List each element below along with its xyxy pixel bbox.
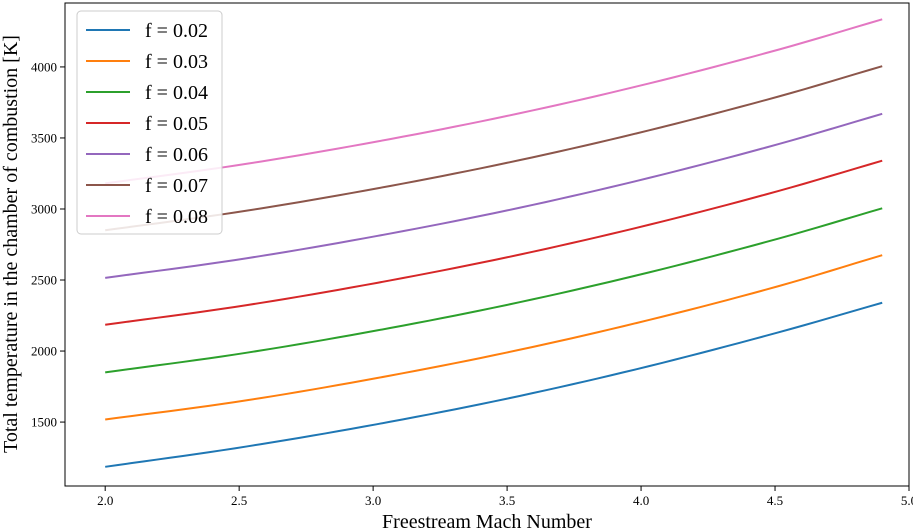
series-line-6 [105,65,883,232]
plot-frame [64,2,910,487]
y-tick-label: 1500 [31,415,57,430]
series-line-7 [105,18,883,185]
x-tick-label: 4.0 [633,493,649,508]
y-tick-label: 4000 [31,59,57,74]
x-axis-title: Freestream Mach Number [382,511,592,532]
y-axis-title: Total temperature in the chamber of comb… [0,35,22,453]
x-tick-label: 5.0 [901,493,913,508]
x-tick-label: 3.0 [365,493,381,508]
y-tick-label: 2500 [31,273,57,288]
x-tick-label: 2.5 [231,493,247,508]
x-tick-label: 2.0 [97,493,113,508]
y-axis: 1500 2000 2500 3000 3500 4000 [31,59,65,430]
legend-label: f = 0.06 [145,144,208,166]
x-axis: 2.0 2.5 3.0 3.5 4.0 4.5 5.0 [97,486,913,508]
legend-box [76,10,223,235]
legend-label: f = 0.07 [145,175,208,197]
legend-label: f = 0.04 [145,82,208,104]
series-line-2 [105,254,883,421]
y-tick-label: 2000 [31,344,57,359]
legend-label: f = 0.08 [145,206,208,228]
legend-label: f = 0.05 [145,113,208,135]
series-line-5 [105,112,883,279]
legend: f = 0.02 f = 0.03 f = 0.04 f = 0.05 f = 0.06… [76,10,223,235]
y-tick-label: 3500 [31,130,57,145]
x-tick-label: 4.5 [767,493,783,508]
legend-label: f = 0.02 [145,20,208,42]
x-tick-label: 3.5 [499,493,515,508]
series-line-1 [105,301,883,468]
series-lines [105,18,883,468]
series-line-4 [105,159,883,326]
legend-label: f = 0.03 [145,51,208,73]
y-tick-label: 3000 [31,201,57,216]
series-line-3 [105,207,883,374]
